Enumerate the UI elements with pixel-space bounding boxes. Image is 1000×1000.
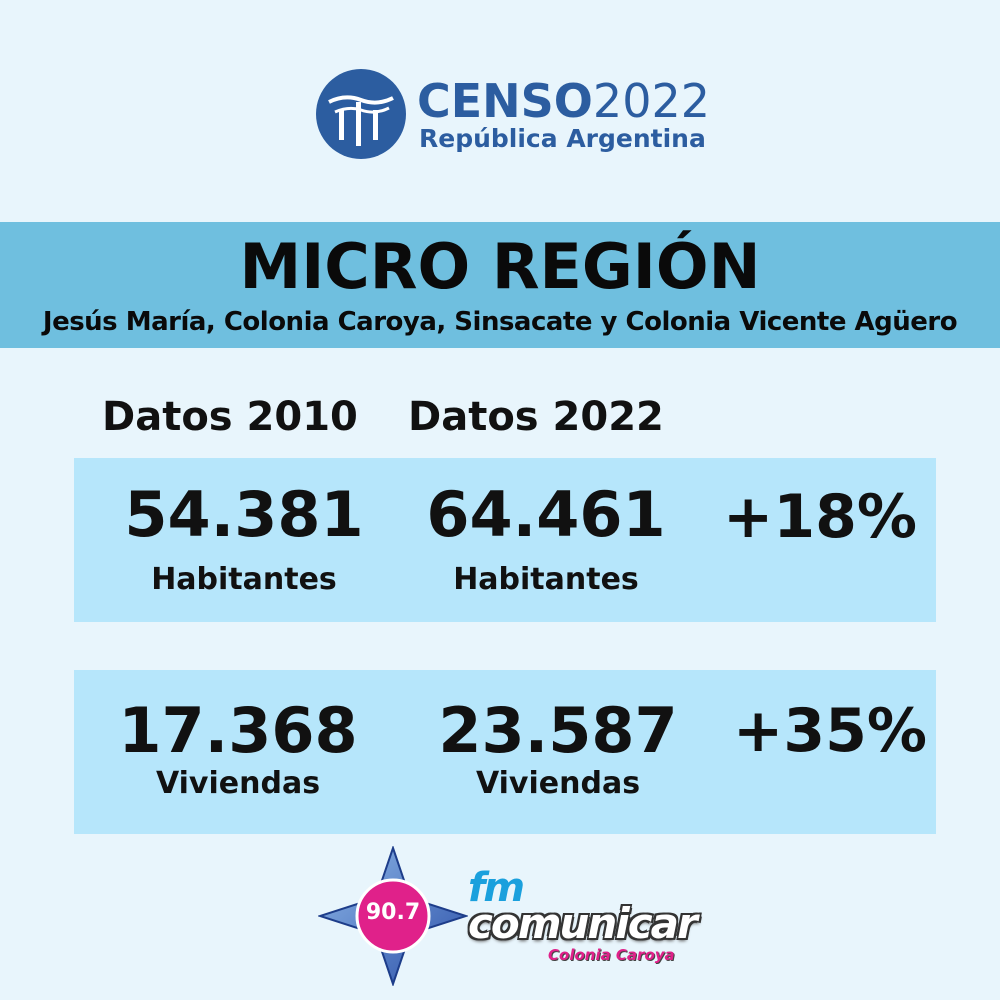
population-2022-value: 64.461	[426, 478, 666, 551]
housing-2010-value: 17.368	[118, 694, 358, 767]
housing-2010-unit: Viviendas	[155, 766, 321, 801]
title-banner: MICRO REGIÓN Jesús María, Colonia Caroya…	[0, 222, 1000, 348]
housing-stat-box: 17.368 Viviendas 23.587 Viviendas +35%	[74, 670, 936, 834]
censo-title: CENSO2022	[417, 76, 710, 126]
population-2010-value: 54.381	[124, 478, 364, 551]
population-stat-box: 54.381 Habitantes 64.461 Habitantes +18%	[74, 458, 936, 622]
frequency-label: 90.7	[365, 900, 421, 925]
housing-2022-value: 23.587	[438, 694, 678, 767]
station-name: comunicar	[468, 899, 698, 948]
fm-comunicar-logo: 90.7 fm comunicar Colonia Caroya	[318, 846, 698, 986]
censo-title-bold: CENSO	[417, 74, 593, 128]
star-icon	[318, 846, 468, 986]
censo-2022-logo: CENSO2022 República Argentina	[315, 68, 725, 163]
population-change: +18%	[723, 482, 917, 552]
censo-emblem-icon	[316, 69, 406, 159]
fm-label: fm	[468, 865, 525, 911]
housing-change: +35%	[733, 696, 927, 766]
censo-title-year: 2022	[592, 74, 710, 128]
column-header-2010: Datos 2010	[102, 394, 358, 440]
banner-title: MICRO REGIÓN	[239, 230, 761, 303]
banner-subtitle: Jesús María, Colonia Caroya, Sinsacate y…	[42, 307, 958, 337]
population-2010-unit: Habitantes	[151, 562, 337, 597]
column-header-2022: Datos 2022	[408, 394, 664, 440]
housing-2022-unit: Viviendas	[475, 766, 641, 801]
censo-subtitle: República Argentina	[419, 124, 706, 153]
station-location: Colonia Caroya	[548, 946, 675, 964]
population-2022-unit: Habitantes	[453, 562, 639, 597]
